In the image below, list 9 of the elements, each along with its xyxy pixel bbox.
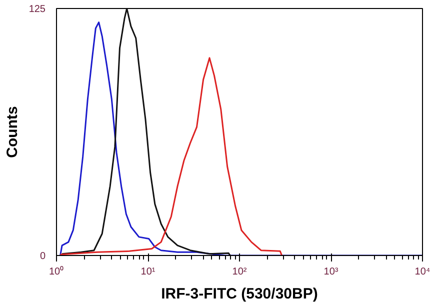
y-axis-title: Counts [4, 106, 21, 158]
y-tick-label: 0 [40, 251, 46, 262]
x-axis-title: IRF-3-FITC (530/30BP) [161, 286, 318, 302]
x-tick-label: 10¹ [140, 266, 156, 278]
y-tick-label: 125 [28, 4, 46, 15]
x-tick-label: 10⁴ [414, 266, 430, 278]
x-tick-label: 10³ [324, 266, 339, 278]
x-tick-label: 10² [232, 266, 248, 278]
x-tick-label: 10⁰ [48, 266, 64, 278]
